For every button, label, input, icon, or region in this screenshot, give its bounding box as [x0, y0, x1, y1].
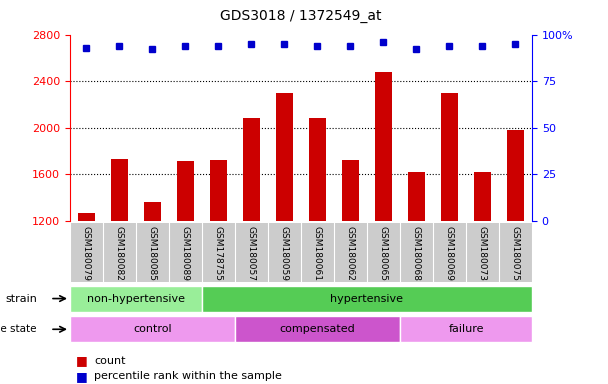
Bar — [70, 286, 202, 311]
Bar — [202, 286, 532, 311]
Text: GSM180061: GSM180061 — [313, 226, 322, 281]
Text: disease state: disease state — [0, 324, 37, 334]
Bar — [210, 160, 227, 221]
Bar — [474, 172, 491, 221]
Text: ■: ■ — [76, 370, 88, 383]
Text: control: control — [133, 324, 171, 334]
Bar — [408, 172, 425, 221]
Text: GSM180073: GSM180073 — [478, 226, 487, 281]
Bar — [400, 316, 532, 342]
Bar — [111, 159, 128, 221]
Bar — [309, 118, 326, 221]
Text: non-hypertensive: non-hypertensive — [87, 293, 185, 304]
Bar — [342, 160, 359, 221]
Text: GSM180089: GSM180089 — [181, 226, 190, 281]
Bar — [78, 213, 95, 221]
Text: strain: strain — [5, 293, 37, 304]
Text: GSM180057: GSM180057 — [247, 226, 256, 281]
Bar — [243, 118, 260, 221]
Text: compensated: compensated — [280, 324, 355, 334]
Text: count: count — [94, 356, 126, 366]
Text: GSM180062: GSM180062 — [346, 226, 355, 281]
Text: GSM180082: GSM180082 — [115, 226, 124, 281]
Text: failure: failure — [448, 324, 484, 334]
Bar — [144, 202, 161, 221]
Bar — [177, 161, 194, 221]
Bar — [70, 316, 235, 342]
Bar — [507, 130, 523, 221]
Text: GSM180059: GSM180059 — [280, 226, 289, 281]
Text: percentile rank within the sample: percentile rank within the sample — [94, 371, 282, 381]
Text: GSM180085: GSM180085 — [148, 226, 157, 281]
Text: GSM180075: GSM180075 — [511, 226, 520, 281]
Text: ■: ■ — [76, 354, 88, 367]
Text: GSM180079: GSM180079 — [82, 226, 91, 281]
Bar — [441, 93, 458, 221]
Text: GSM180069: GSM180069 — [445, 226, 454, 281]
Text: GDS3018 / 1372549_at: GDS3018 / 1372549_at — [220, 9, 382, 23]
Text: GSM178755: GSM178755 — [214, 226, 223, 281]
Bar — [375, 72, 392, 221]
Text: GSM180065: GSM180065 — [379, 226, 388, 281]
Text: hypertensive: hypertensive — [331, 293, 404, 304]
Bar — [235, 316, 400, 342]
Bar — [276, 93, 292, 221]
Text: GSM180068: GSM180068 — [412, 226, 421, 281]
